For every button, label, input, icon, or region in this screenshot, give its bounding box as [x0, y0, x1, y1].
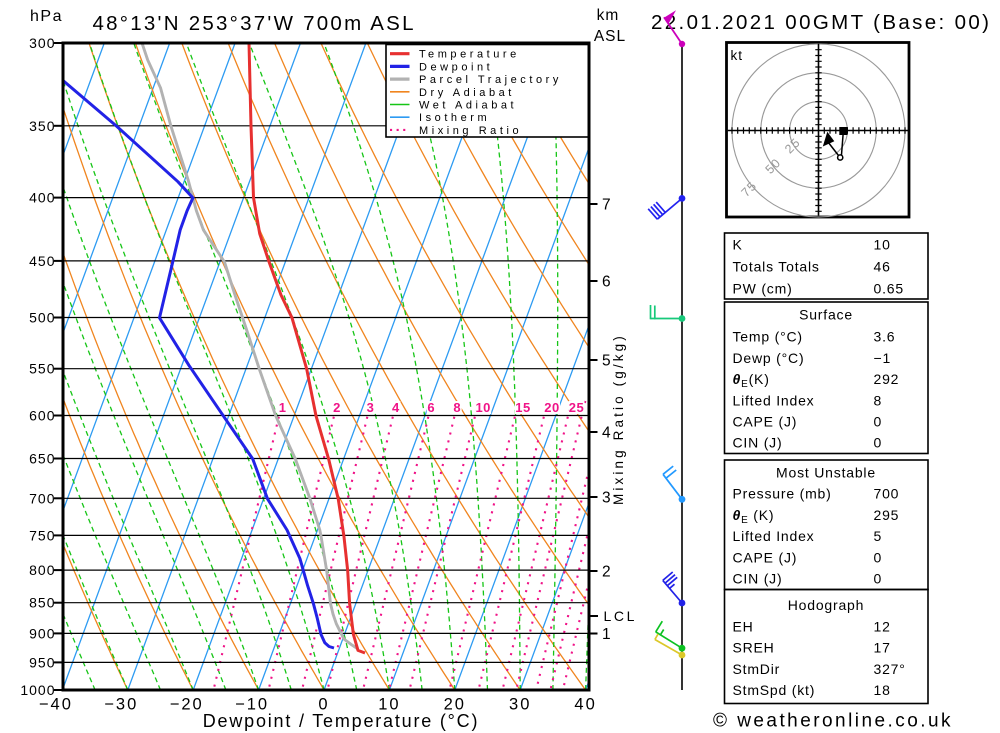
- svg-text:46: 46: [874, 259, 891, 275]
- svg-text:Lifted Index: Lifted Index: [733, 528, 815, 544]
- svg-text:−10: −10: [235, 696, 269, 714]
- svg-text:7: 7: [602, 197, 611, 214]
- svg-text:Mixing Ratio (g/kg): Mixing Ratio (g/kg): [611, 335, 626, 505]
- svg-text:10: 10: [378, 696, 400, 714]
- svg-text:Mixing Ratio: Mixing Ratio: [419, 125, 522, 137]
- svg-text:40: 40: [574, 696, 596, 714]
- svg-text:1: 1: [279, 400, 287, 415]
- svg-text:km: km: [597, 7, 620, 24]
- svg-text:12: 12: [874, 618, 891, 634]
- svg-text:550: 550: [29, 361, 55, 377]
- svg-text:20: 20: [444, 696, 466, 714]
- svg-text:4: 4: [392, 400, 400, 415]
- svg-text:Dry Adiabat: Dry Adiabat: [419, 87, 515, 99]
- svg-text:48°13'N 253°37'W 700m ASL: 48°13'N 253°37'W 700m ASL: [93, 12, 416, 35]
- svg-text:700: 700: [29, 490, 55, 506]
- svg-text:−30: −30: [104, 696, 138, 714]
- svg-text:CAPE (J): CAPE (J): [733, 549, 798, 565]
- svg-text:750: 750: [29, 527, 55, 543]
- svg-text:CIN (J): CIN (J): [733, 435, 783, 451]
- svg-text:SREH: SREH: [733, 640, 775, 656]
- svg-text:6: 6: [427, 400, 435, 415]
- svg-text:Dewpoint / Temperature (°C): Dewpoint / Temperature (°C): [203, 711, 480, 731]
- svg-text:10: 10: [475, 400, 490, 415]
- svg-text:StmSpd (kt): StmSpd (kt): [733, 682, 816, 698]
- svg-text:295: 295: [874, 507, 900, 523]
- svg-text:20: 20: [544, 400, 559, 415]
- svg-text:Temperature: Temperature: [419, 49, 520, 61]
- svg-text:300: 300: [29, 35, 55, 51]
- svg-text:0: 0: [874, 571, 883, 587]
- svg-text:650: 650: [29, 451, 55, 467]
- svg-text:5: 5: [874, 528, 883, 544]
- svg-text:327°: 327°: [874, 661, 906, 677]
- svg-text:8: 8: [874, 392, 883, 408]
- svg-text:6: 6: [602, 274, 611, 291]
- svg-text:Dewp (°C): Dewp (°C): [733, 350, 805, 366]
- svg-text:1000: 1000: [20, 682, 55, 698]
- svg-text:PW (cm): PW (cm): [733, 281, 793, 297]
- svg-text:450: 450: [29, 253, 55, 269]
- svg-text:Most Unstable: Most Unstable: [776, 465, 876, 481]
- svg-text:800: 800: [29, 562, 55, 578]
- svg-text:K: K: [733, 237, 743, 253]
- svg-text:Hodograph: Hodograph: [788, 597, 864, 613]
- svg-text:© weatheronline.co.uk: © weatheronline.co.uk: [713, 711, 952, 732]
- svg-text:18: 18: [874, 682, 891, 698]
- svg-text:0: 0: [874, 414, 883, 430]
- svg-text:θE (K): θE (K): [733, 507, 775, 526]
- svg-text:Wet Adiabat: Wet Adiabat: [419, 100, 517, 112]
- svg-text:CAPE (J): CAPE (J): [733, 414, 798, 430]
- svg-text:4: 4: [602, 425, 611, 442]
- svg-text:25: 25: [569, 400, 584, 415]
- svg-text:StmDir: StmDir: [733, 661, 781, 677]
- svg-text:hPa: hPa: [30, 8, 63, 25]
- svg-text:Parcel Trajectory: Parcel Trajectory: [419, 74, 562, 86]
- svg-text:CIN (J): CIN (J): [733, 571, 783, 587]
- svg-text:600: 600: [29, 408, 55, 424]
- svg-text:900: 900: [29, 625, 55, 641]
- svg-text:17: 17: [874, 640, 891, 656]
- svg-text:Surface: Surface: [799, 307, 853, 323]
- svg-text:292: 292: [874, 371, 900, 387]
- svg-text:3: 3: [602, 490, 611, 507]
- svg-text:Pressure (mb): Pressure (mb): [733, 486, 832, 502]
- svg-text:8: 8: [453, 400, 461, 415]
- svg-text:2: 2: [602, 564, 611, 581]
- svg-text:850: 850: [29, 595, 55, 611]
- svg-text:Isotherm: Isotherm: [419, 112, 490, 124]
- svg-text:5: 5: [602, 353, 611, 370]
- svg-text:EH: EH: [733, 618, 754, 634]
- svg-text:−40: −40: [39, 696, 73, 714]
- svg-text:22.01.2021 00GMT (Base: 00): 22.01.2021 00GMT (Base: 00): [651, 11, 990, 34]
- svg-text:30: 30: [509, 696, 531, 714]
- svg-text:1: 1: [602, 626, 611, 643]
- svg-text:−20: −20: [170, 696, 204, 714]
- svg-text:0.65: 0.65: [874, 281, 904, 297]
- svg-text:0: 0: [874, 549, 883, 565]
- svg-text:−1: −1: [874, 350, 892, 366]
- svg-text:Totals Totals: Totals Totals: [733, 259, 820, 275]
- svg-text:ASL: ASL: [594, 28, 626, 45]
- svg-text:0: 0: [318, 696, 329, 714]
- svg-text:θE(K): θE(K): [733, 371, 770, 390]
- svg-text:350: 350: [29, 118, 55, 134]
- svg-text:Lifted Index: Lifted Index: [733, 392, 815, 408]
- svg-text:0: 0: [874, 435, 883, 451]
- svg-text:500: 500: [29, 310, 55, 326]
- svg-text:10: 10: [874, 237, 891, 253]
- svg-text:Temp (°C): Temp (°C): [733, 329, 803, 345]
- svg-text:LCL: LCL: [604, 608, 637, 624]
- svg-text:400: 400: [29, 190, 55, 206]
- svg-text:3: 3: [367, 400, 375, 415]
- svg-text:950: 950: [29, 654, 55, 670]
- svg-text:Dewpoint: Dewpoint: [419, 61, 493, 73]
- svg-text:2: 2: [333, 400, 341, 415]
- svg-text:15: 15: [515, 400, 530, 415]
- svg-text:3.6: 3.6: [874, 329, 896, 345]
- svg-text:700: 700: [874, 486, 900, 502]
- svg-text:kt: kt: [731, 48, 744, 63]
